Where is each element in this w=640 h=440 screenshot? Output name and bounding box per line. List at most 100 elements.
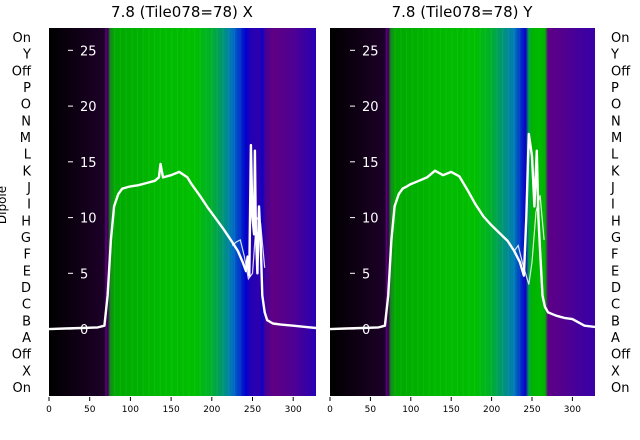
row-label: L bbox=[611, 148, 619, 163]
row-label: N bbox=[21, 114, 31, 129]
heatmap-streak bbox=[233, 28, 235, 396]
heatmap-streak bbox=[182, 28, 184, 396]
heatmap-streak bbox=[405, 28, 408, 396]
row-label: On bbox=[611, 381, 629, 396]
x-tick-label: 50 bbox=[84, 405, 96, 415]
heatmap-streak bbox=[462, 28, 464, 396]
row-label: A bbox=[22, 331, 31, 346]
row-label: C bbox=[611, 298, 620, 313]
heatmap-streak bbox=[176, 28, 178, 396]
x-tick-label: 250 bbox=[244, 405, 261, 415]
row-label: K bbox=[22, 164, 31, 179]
row-label: D bbox=[611, 281, 621, 296]
row-label: G bbox=[21, 231, 31, 246]
heatmap-streak bbox=[136, 28, 139, 396]
row-label: Y bbox=[22, 48, 31, 63]
y-tick-label: 0 bbox=[80, 323, 88, 338]
y-tick-label: 15 bbox=[80, 156, 97, 171]
heatmap-streak bbox=[490, 28, 492, 396]
x-tick-label: 100 bbox=[402, 405, 419, 415]
row-label: E bbox=[23, 264, 31, 279]
heatmap-streak bbox=[496, 28, 498, 396]
y-tick-label: 5 bbox=[362, 267, 370, 282]
row-label: On bbox=[13, 381, 31, 396]
heatmap-streak bbox=[445, 28, 447, 396]
panel-y-lines bbox=[329, 132, 596, 331]
heatmap-streak bbox=[422, 28, 425, 396]
heatmap-streak bbox=[119, 28, 121, 396]
heatmap-streak bbox=[154, 28, 156, 396]
heatmap-streak bbox=[239, 28, 241, 396]
x-tick-label: 0 bbox=[327, 405, 333, 415]
x-tick-label: 50 bbox=[365, 405, 377, 415]
row-label: M bbox=[20, 131, 31, 146]
heatmap-streak bbox=[439, 28, 442, 396]
x-tick-label: 300 bbox=[285, 405, 302, 415]
heatmap-streak bbox=[468, 28, 470, 396]
heatmap-streak bbox=[142, 28, 144, 396]
panel-y: 0 5 10 15 20 25 0 50 100 150 200 250 300 7.8 (Tile0… bbox=[327, 3, 596, 415]
row-label: F bbox=[24, 248, 31, 263]
row-label: A bbox=[611, 331, 620, 346]
row-label: L bbox=[24, 148, 32, 163]
row-label: P bbox=[611, 81, 619, 96]
heatmap-streak bbox=[451, 28, 453, 396]
heatmap-streak bbox=[428, 28, 430, 396]
row-label: On bbox=[611, 31, 629, 46]
panel-x: 0 5 10 15 20 25 0 50 100 150 200 250 300 7.8 (Tile0… bbox=[46, 3, 317, 415]
x-tick-label: 250 bbox=[523, 405, 540, 415]
heatmap-streak bbox=[400, 28, 402, 396]
x-tick-label: 200 bbox=[483, 405, 500, 415]
y-tick-label: 10 bbox=[362, 212, 379, 227]
row-label: O bbox=[611, 98, 621, 113]
row-label: Off bbox=[611, 64, 631, 79]
panel-x-yticks: 0 5 10 15 20 25 bbox=[68, 44, 97, 338]
row-label: X bbox=[22, 364, 31, 379]
y-tick-label: 0 bbox=[362, 323, 370, 338]
row-label: K bbox=[611, 164, 620, 179]
heatmap-streak bbox=[222, 28, 224, 396]
row-label: I bbox=[611, 198, 615, 213]
row-label: Off bbox=[12, 348, 32, 363]
row-label: B bbox=[611, 314, 620, 329]
y-tick-label: 5 bbox=[80, 267, 88, 282]
row-label: F bbox=[611, 248, 618, 263]
panel-y-title: 7.8 (Tile078=78) Y bbox=[392, 3, 534, 21]
y-tick-label: 25 bbox=[362, 44, 379, 59]
row-label: Off bbox=[12, 64, 32, 79]
row-label: E bbox=[611, 264, 619, 279]
heatmap-streak bbox=[456, 28, 458, 396]
y-tick-label: 25 bbox=[80, 44, 97, 59]
heatmap-streak bbox=[502, 28, 504, 396]
heatmap-streak bbox=[148, 28, 150, 396]
row-label: G bbox=[611, 231, 621, 246]
x-tick-label: 200 bbox=[203, 405, 220, 415]
row-label: Y bbox=[610, 48, 619, 63]
x-tick-label: 300 bbox=[564, 405, 581, 415]
heatmap-streak bbox=[188, 28, 190, 396]
heatmap-streak bbox=[199, 28, 201, 396]
row-label: I bbox=[27, 198, 31, 213]
y-tick-label: 10 bbox=[80, 212, 97, 227]
panel-x-title: 7.8 (Tile078=78) X bbox=[111, 3, 253, 21]
row-label: B bbox=[22, 314, 31, 329]
panel-x-heatmap bbox=[49, 28, 316, 396]
heatmap-streak bbox=[193, 28, 196, 396]
row-label: C bbox=[22, 298, 31, 313]
row-label: On bbox=[13, 31, 31, 46]
panel-y-xticks: 0 50 100 150 200 250 300 bbox=[327, 397, 581, 415]
row-label: J bbox=[610, 181, 615, 196]
heatmap-streak bbox=[485, 28, 487, 396]
row-label: J bbox=[26, 181, 31, 196]
heatmap-streak bbox=[228, 28, 230, 396]
panel-y-heatmap bbox=[330, 28, 595, 396]
x-tick-label: 0 bbox=[46, 405, 52, 415]
series-line bbox=[48, 143, 317, 331]
heatmap-streak bbox=[125, 28, 127, 396]
x-tick-label: 150 bbox=[163, 405, 180, 415]
heatmap-streak bbox=[411, 28, 413, 396]
series-line bbox=[329, 132, 596, 331]
